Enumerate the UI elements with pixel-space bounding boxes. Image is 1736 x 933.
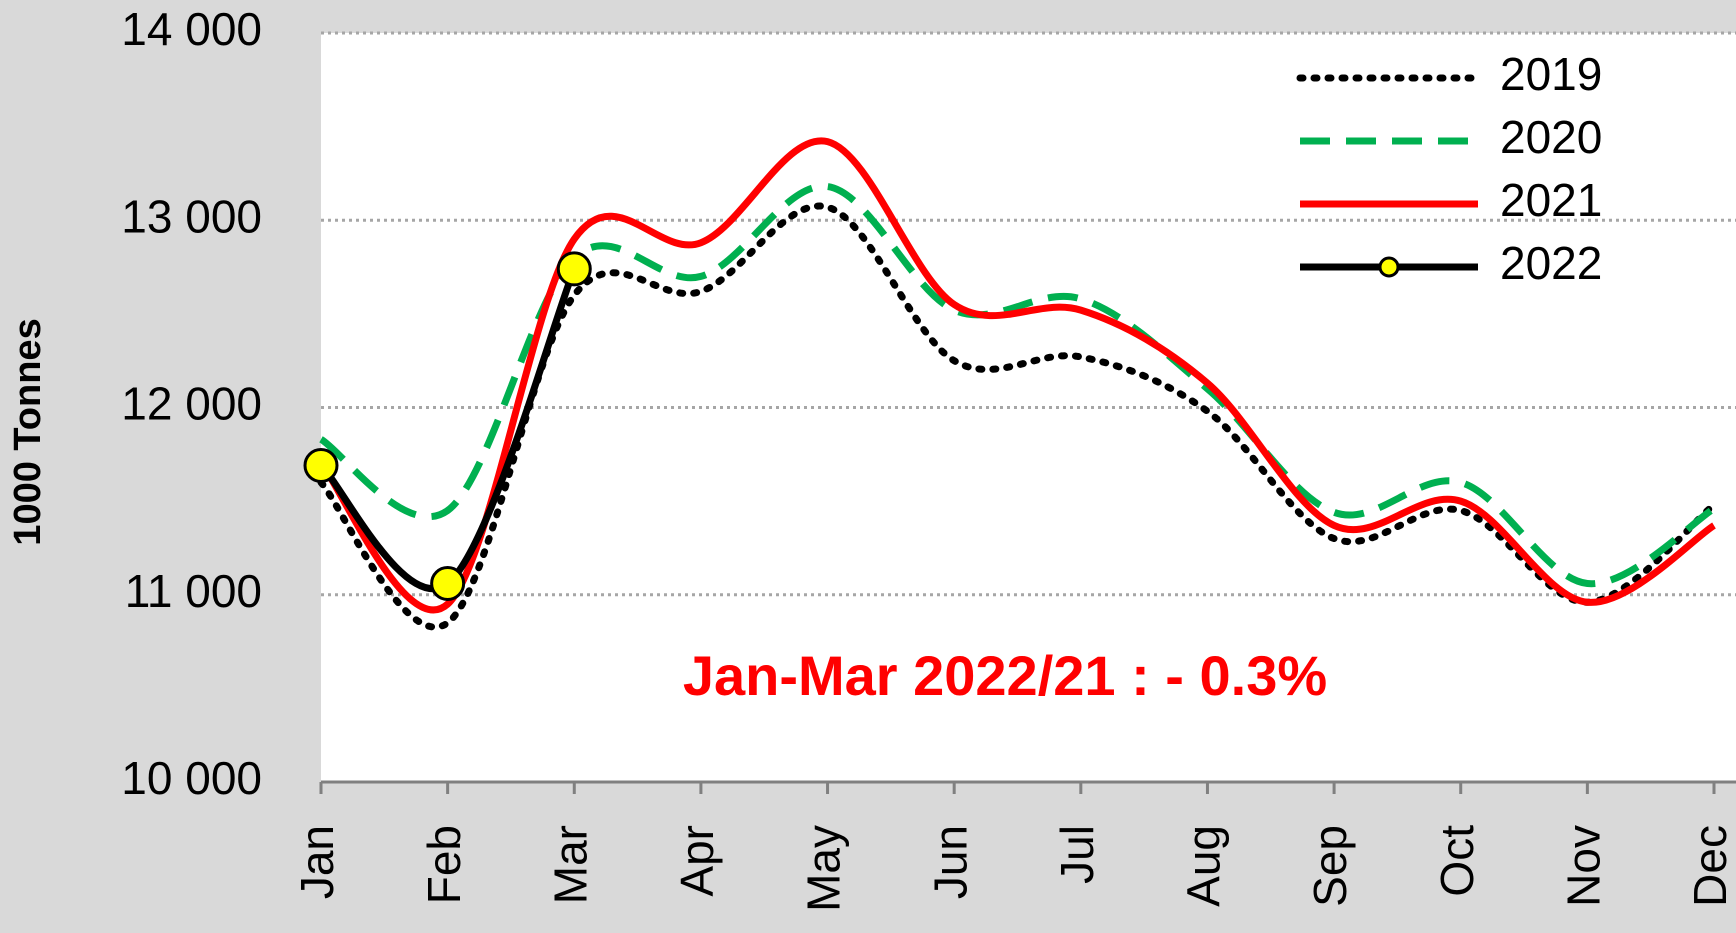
- x-tick-label: Aug: [1178, 825, 1230, 907]
- legend-label: 2020: [1500, 111, 1602, 163]
- y-tick-label: 14 000: [121, 3, 262, 55]
- series-line: [318, 137, 1716, 614]
- legend-marker: [1378, 256, 1400, 278]
- x-tick-label: Dec: [1684, 825, 1736, 907]
- x-tick-label: Oct: [1431, 825, 1483, 897]
- x-tick-label: Jan: [291, 825, 343, 899]
- annotation: Jan-Mar 2022/21 : - 0.3%: [683, 644, 1327, 707]
- legend-label: 2019: [1500, 48, 1602, 100]
- data-point: [430, 566, 466, 602]
- data-point: [303, 448, 339, 484]
- x-tick-label: Jul: [1051, 825, 1103, 884]
- x-tick-label: Jun: [924, 825, 976, 899]
- x-tick-label: Sep: [1304, 825, 1356, 907]
- x-tick-label: Mar: [544, 825, 596, 904]
- y-tick-label: 10 000: [121, 752, 262, 804]
- x-tick-label: May: [798, 825, 850, 912]
- x-tick-label: Feb: [418, 825, 470, 904]
- y-axis-label: 1000 Tonnes: [7, 318, 49, 545]
- y-tick-label: 12 000: [121, 378, 262, 430]
- legend-label: 2021: [1500, 174, 1602, 226]
- y-tick-label: 11 000: [125, 565, 262, 617]
- x-tick-label: Apr: [671, 825, 723, 897]
- x-tick-label: Nov: [1558, 825, 1610, 907]
- data-point: [556, 251, 592, 287]
- legend-label: 2022: [1500, 237, 1602, 289]
- y-tick-label: 13 000: [121, 190, 262, 242]
